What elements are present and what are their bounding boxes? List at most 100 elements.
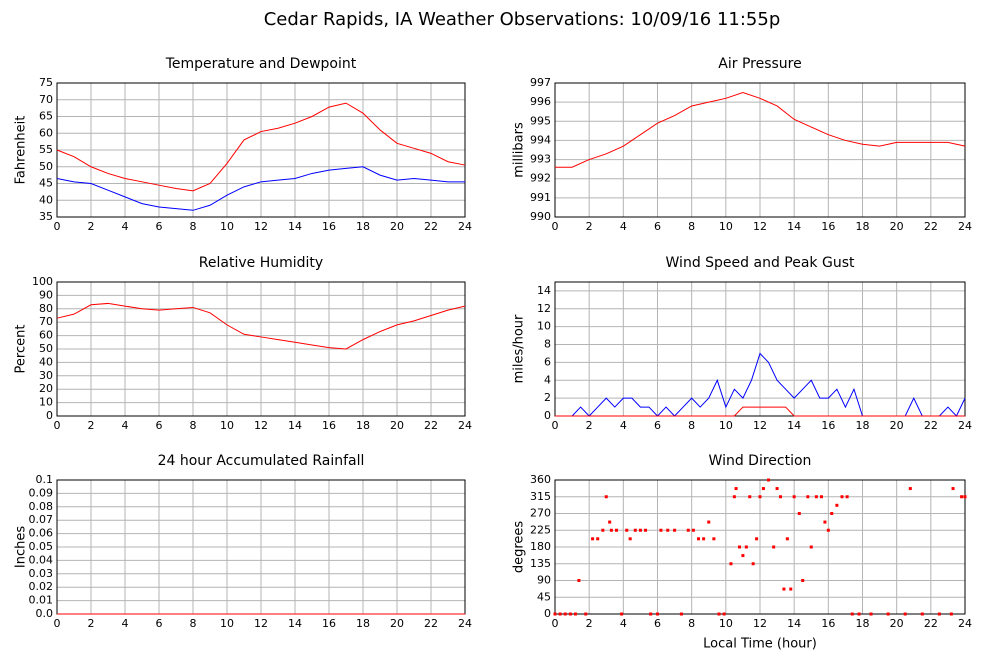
data-point	[638, 528, 642, 532]
data-point	[809, 545, 813, 549]
x-tick-label: 2	[88, 220, 95, 233]
data-point	[908, 487, 912, 491]
data-point	[845, 495, 849, 499]
y-tick-label: 50	[39, 342, 53, 355]
y-tick-label: 0	[544, 607, 551, 620]
data-point	[584, 612, 588, 616]
data-point	[960, 495, 964, 499]
data-point	[782, 587, 786, 591]
x-tick-label: 2	[586, 220, 593, 233]
x-tick-label: 18	[856, 220, 870, 233]
panel-title: Wind Speed and Peak Gust	[666, 255, 855, 271]
panel-title: Air Pressure	[718, 56, 801, 72]
data-point	[835, 503, 839, 507]
data-point	[761, 487, 765, 491]
y-tick-label: 225	[530, 523, 551, 536]
data-point	[779, 495, 782, 499]
x-tick-label: 6	[156, 220, 163, 233]
x-tick-label: 10	[220, 617, 234, 630]
x-tick-label: 8	[190, 617, 197, 630]
data-point	[553, 612, 557, 616]
x-tick-label: 12	[753, 220, 767, 233]
data-point	[601, 528, 605, 532]
data-point	[886, 612, 890, 616]
panel-title: Temperature and Dewpoint	[165, 56, 357, 72]
x-tick-label: 2	[88, 617, 95, 630]
x-tick-label: 14	[787, 419, 801, 432]
y-tick-label: 80	[39, 302, 53, 315]
data-point	[920, 612, 924, 616]
data-point	[615, 528, 618, 532]
data-point	[951, 487, 955, 491]
panel-title: Wind Direction	[709, 453, 812, 469]
data-point	[577, 579, 581, 582]
series-line	[56, 302, 466, 350]
x-tick-label: 18	[356, 220, 370, 233]
data-point	[949, 612, 953, 616]
x-tick-label: 18	[356, 617, 370, 630]
y-tick-label: 10	[537, 320, 551, 333]
data-point	[620, 612, 624, 616]
y-tick-label: 991	[530, 191, 551, 204]
data-point	[717, 612, 721, 616]
data-point	[659, 528, 663, 532]
x-tick-label: 10	[719, 220, 733, 233]
y-tick-label: 70	[39, 315, 53, 328]
y-tick-label: 10	[39, 396, 53, 409]
y-tick-label: 20	[39, 382, 53, 395]
y-tick-label: 993	[530, 153, 551, 166]
x-tick-label: 16	[322, 220, 336, 233]
x-tick-label: 22	[924, 220, 938, 233]
y-tick-label: 996	[530, 95, 551, 108]
y-tick-label: 270	[530, 507, 551, 520]
data-point	[596, 537, 600, 541]
x-tick-label: 22	[424, 419, 438, 432]
y-tick-label: 2	[544, 391, 551, 404]
data-point	[748, 495, 752, 499]
x-tick-label: 22	[424, 617, 438, 630]
data-point	[625, 528, 629, 532]
x-tick-label: 18	[356, 419, 370, 432]
y-tick-label: 0.08	[29, 500, 54, 513]
y-axis-label: millibars	[512, 122, 527, 178]
data-point	[591, 537, 595, 541]
x-tick-label: 12	[753, 617, 767, 630]
y-tick-label: 995	[530, 114, 551, 127]
y-tick-label: 45	[537, 590, 551, 603]
y-tick-label: 40	[39, 355, 53, 368]
x-tick-label: 14	[787, 617, 801, 630]
data-point	[558, 612, 562, 616]
y-tick-label: 0.06	[29, 527, 54, 540]
data-point	[806, 495, 810, 499]
y-tick-label: 90	[39, 288, 53, 301]
data-point	[574, 612, 577, 616]
x-tick-label: 20	[890, 617, 904, 630]
x-tick-label: 16	[821, 419, 835, 432]
y-tick-label: 75	[39, 76, 53, 89]
x-tick-label: 24	[458, 617, 472, 630]
x-tick-label: 0	[54, 220, 61, 233]
data-point	[937, 612, 941, 616]
y-tick-label: 0.01	[29, 594, 54, 607]
data-point	[840, 495, 844, 499]
x-tick-label: 16	[821, 617, 835, 630]
x-tick-label: 4	[122, 617, 129, 630]
x-tick-label: 4	[620, 419, 627, 432]
x-tick-label: 0	[552, 617, 559, 630]
y-tick-label: 30	[39, 369, 53, 382]
x-tick-label: 6	[156, 617, 163, 630]
data-point	[903, 612, 907, 616]
x-tick-label: 10	[719, 419, 733, 432]
x-tick-label: 10	[220, 220, 234, 233]
plot-frame	[554, 479, 966, 615]
data-point	[707, 520, 711, 524]
data-point	[628, 537, 632, 541]
x-tick-label: 24	[958, 617, 972, 630]
data-point	[785, 537, 789, 541]
x-tick-label: 0	[552, 220, 559, 233]
y-tick-label: 4	[544, 373, 551, 386]
y-tick-label: 0.07	[29, 513, 54, 526]
y-tick-label: 14	[537, 284, 551, 297]
data-point	[568, 612, 572, 616]
